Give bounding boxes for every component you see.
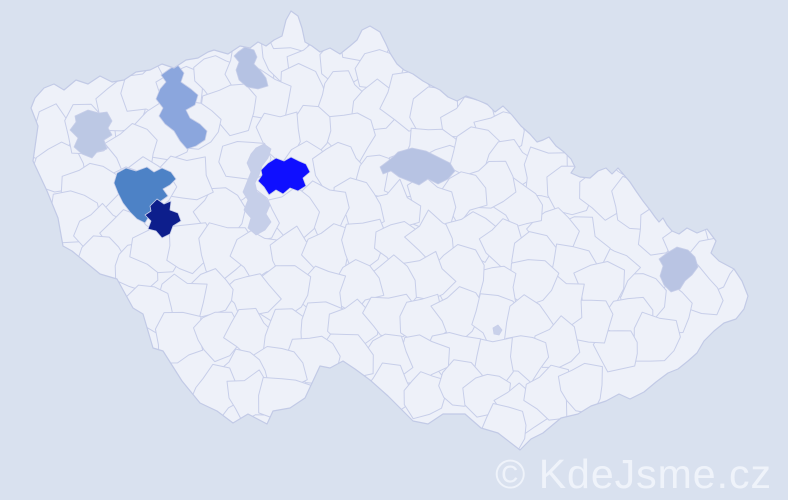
- highlighted-district-region-center-pale: [242, 143, 272, 236]
- highlighted-district-region-west-dark-navy: [144, 198, 182, 239]
- highlighted-district-region-east-bohemia-light: [379, 147, 456, 186]
- district-cell: [631, 311, 681, 362]
- country-border: [30, 10, 749, 451]
- highlighted-district-region-center-bright-blue: [257, 156, 311, 196]
- highlighted-district-region-far-west-light: [69, 109, 113, 159]
- highlighted-district-region-far-east-light: [658, 246, 699, 293]
- district-cell: [341, 218, 387, 270]
- highlighted-district-region-southeast-tiny: [492, 324, 503, 336]
- district-cell: [199, 83, 257, 137]
- district-cell: [403, 371, 448, 420]
- highlighted-district-region-west-steel-blue: [113, 166, 177, 224]
- highlighted-district-region-northwest-medium: [155, 63, 208, 150]
- highlighted-district-region-north-light: [233, 46, 269, 90]
